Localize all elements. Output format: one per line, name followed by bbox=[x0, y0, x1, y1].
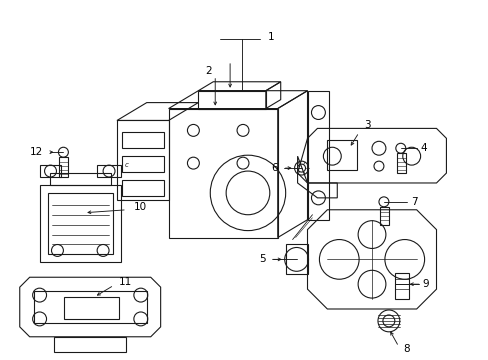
Bar bbox=[47, 193, 113, 255]
Bar bbox=[307, 91, 328, 220]
Text: 12: 12 bbox=[30, 147, 43, 157]
Bar bbox=[122, 180, 163, 196]
Text: 10: 10 bbox=[134, 202, 147, 212]
Text: 2: 2 bbox=[204, 66, 211, 76]
Text: 4: 4 bbox=[420, 143, 427, 153]
Bar bbox=[64, 297, 119, 319]
Bar bbox=[60, 157, 68, 177]
Bar bbox=[122, 156, 163, 172]
Bar bbox=[198, 91, 265, 109]
Text: c: c bbox=[124, 162, 128, 168]
Text: 3: 3 bbox=[364, 121, 370, 130]
Bar bbox=[379, 207, 388, 225]
Bar bbox=[396, 153, 405, 173]
Text: 6: 6 bbox=[270, 163, 277, 173]
Text: 5: 5 bbox=[259, 255, 265, 264]
Text: 9: 9 bbox=[422, 279, 428, 289]
Text: 7: 7 bbox=[410, 197, 416, 207]
Text: 1: 1 bbox=[267, 32, 274, 42]
Text: 8: 8 bbox=[402, 344, 408, 354]
Text: 11: 11 bbox=[119, 277, 132, 287]
Bar bbox=[122, 132, 163, 148]
Bar bbox=[394, 273, 408, 299]
